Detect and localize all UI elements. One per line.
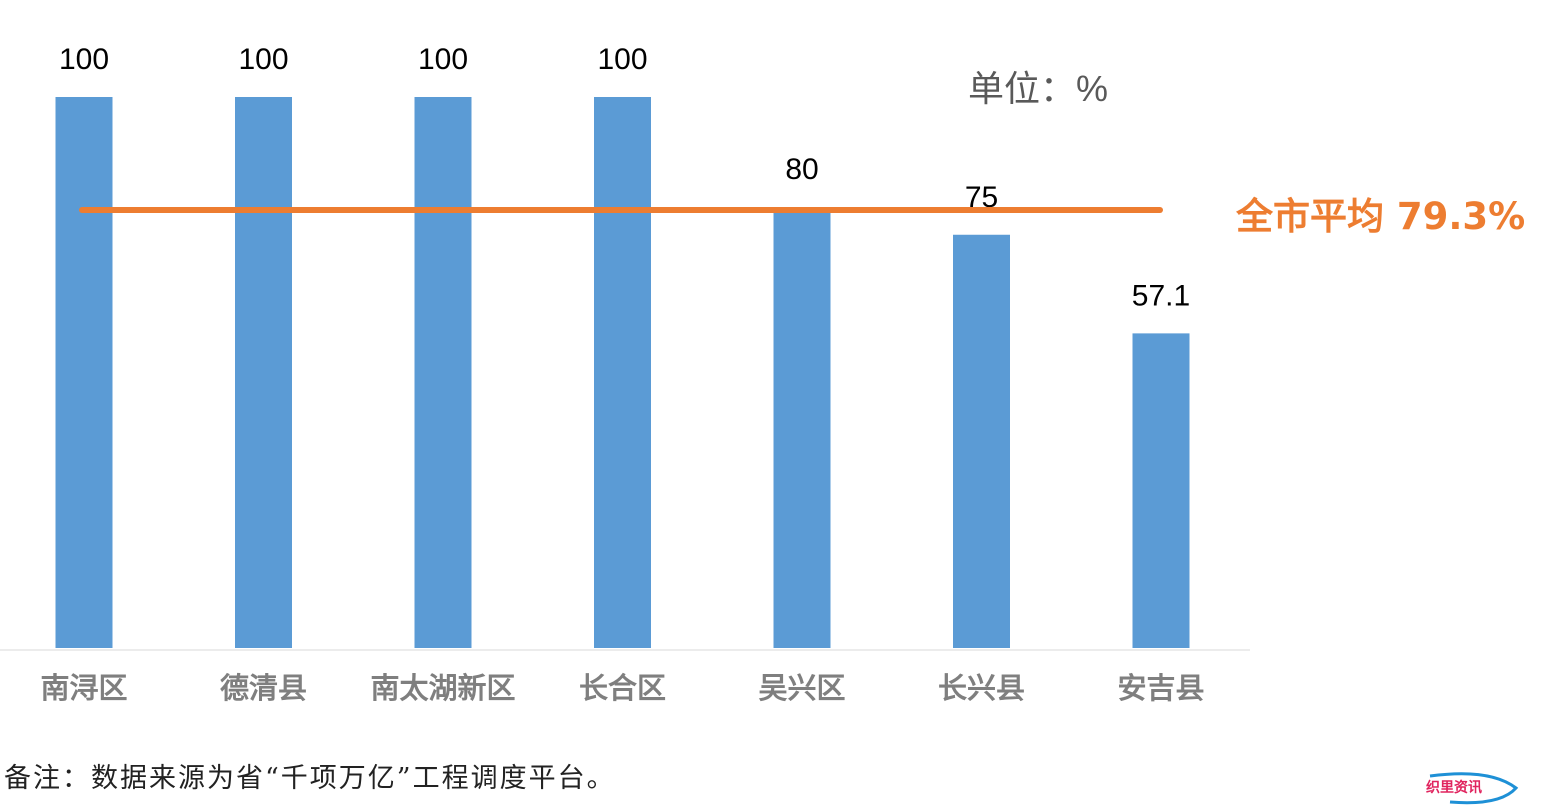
bar-4 bbox=[594, 97, 651, 648]
category-label-6: 长兴县 bbox=[938, 671, 1025, 705]
category-label-1: 南浔区 bbox=[40, 671, 127, 705]
bar-2 bbox=[235, 97, 292, 648]
bar-6 bbox=[953, 234, 1010, 648]
data-label-4: 100 bbox=[597, 43, 647, 76]
data-label-3: 100 bbox=[418, 43, 468, 76]
watermark-logo: 织里资讯 bbox=[1420, 768, 1520, 808]
watermark-text: 织里资讯 bbox=[1426, 780, 1482, 796]
footnote: 备注：数据来源为省“千项万亿”工程调度平台。 bbox=[4, 763, 616, 794]
unit-label: 单位：% bbox=[968, 68, 1109, 109]
data-label-5: 80 bbox=[785, 153, 818, 186]
bar-3 bbox=[414, 97, 472, 648]
bar-5 bbox=[773, 207, 831, 648]
category-label-3: 南太湖新区 bbox=[370, 671, 515, 705]
swoosh-icon bbox=[1429, 772, 1519, 805]
category-label-2: 德清县 bbox=[220, 671, 307, 705]
data-label-1: 100 bbox=[59, 43, 109, 76]
category-label-5: 吴兴区 bbox=[758, 671, 845, 705]
bar-1 bbox=[55, 97, 113, 648]
data-label-2: 100 bbox=[238, 43, 288, 76]
data-label-7: 57.1 bbox=[1132, 279, 1190, 312]
category-label-4: 长合区 bbox=[579, 671, 666, 705]
category-labels-group: 南浔区 德清县 南太湖新区 长合区 吴兴区 长兴县 安吉县 bbox=[40, 671, 1204, 705]
category-label-7: 安吉县 bbox=[1117, 671, 1204, 705]
bars-group bbox=[55, 97, 1190, 648]
average-label: 全市平均 79.3% bbox=[1236, 195, 1526, 238]
bar-7 bbox=[1132, 333, 1190, 648]
